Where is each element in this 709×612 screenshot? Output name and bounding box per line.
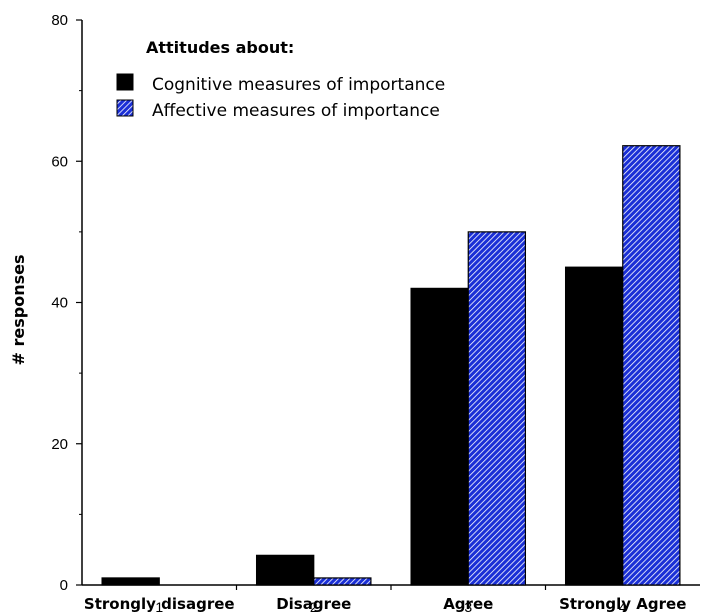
x-category-number: 3 xyxy=(464,599,472,612)
x-category-label: Strongly Agree xyxy=(559,595,686,612)
legend-label-cognitive: Cognitive measures of importance xyxy=(152,75,445,95)
x-category-label: Disagree xyxy=(276,595,351,612)
legend: Attitudes about: Cognitive measures of i… xyxy=(116,38,445,121)
bar-cognitive xyxy=(255,554,315,586)
y-axis-label: # responses xyxy=(9,255,28,366)
x-category-number: 1 xyxy=(155,599,163,612)
x-ticks xyxy=(235,585,547,590)
bar-cognitive xyxy=(410,287,469,586)
y-ticks: 0 20 40 60 80 xyxy=(51,12,82,594)
x-category-label: Agree xyxy=(443,595,493,612)
y-tick-label: 40 xyxy=(51,295,68,312)
y-tick-label: 0 xyxy=(60,577,68,594)
bars xyxy=(101,145,681,586)
y-tick-label: 60 xyxy=(51,153,68,170)
legend-swatch-affective xyxy=(116,99,134,117)
bar-affective xyxy=(313,577,372,586)
legend-label-affective: Affective measures of importance xyxy=(152,101,440,121)
legend-title: Attitudes about: xyxy=(146,38,294,57)
x-category-number: 4 xyxy=(619,599,627,612)
y-tick-label: 20 xyxy=(51,436,68,453)
bar-cognitive xyxy=(101,577,160,586)
bar-cognitive xyxy=(564,266,624,586)
y-tick-label: 80 xyxy=(51,12,68,29)
legend-swatch-cognitive xyxy=(116,73,134,91)
x-category-number: 2 xyxy=(310,599,318,612)
bar-affective xyxy=(467,231,527,586)
x-category-label: Strongly disagree xyxy=(84,595,235,612)
bar-affective xyxy=(622,145,681,586)
